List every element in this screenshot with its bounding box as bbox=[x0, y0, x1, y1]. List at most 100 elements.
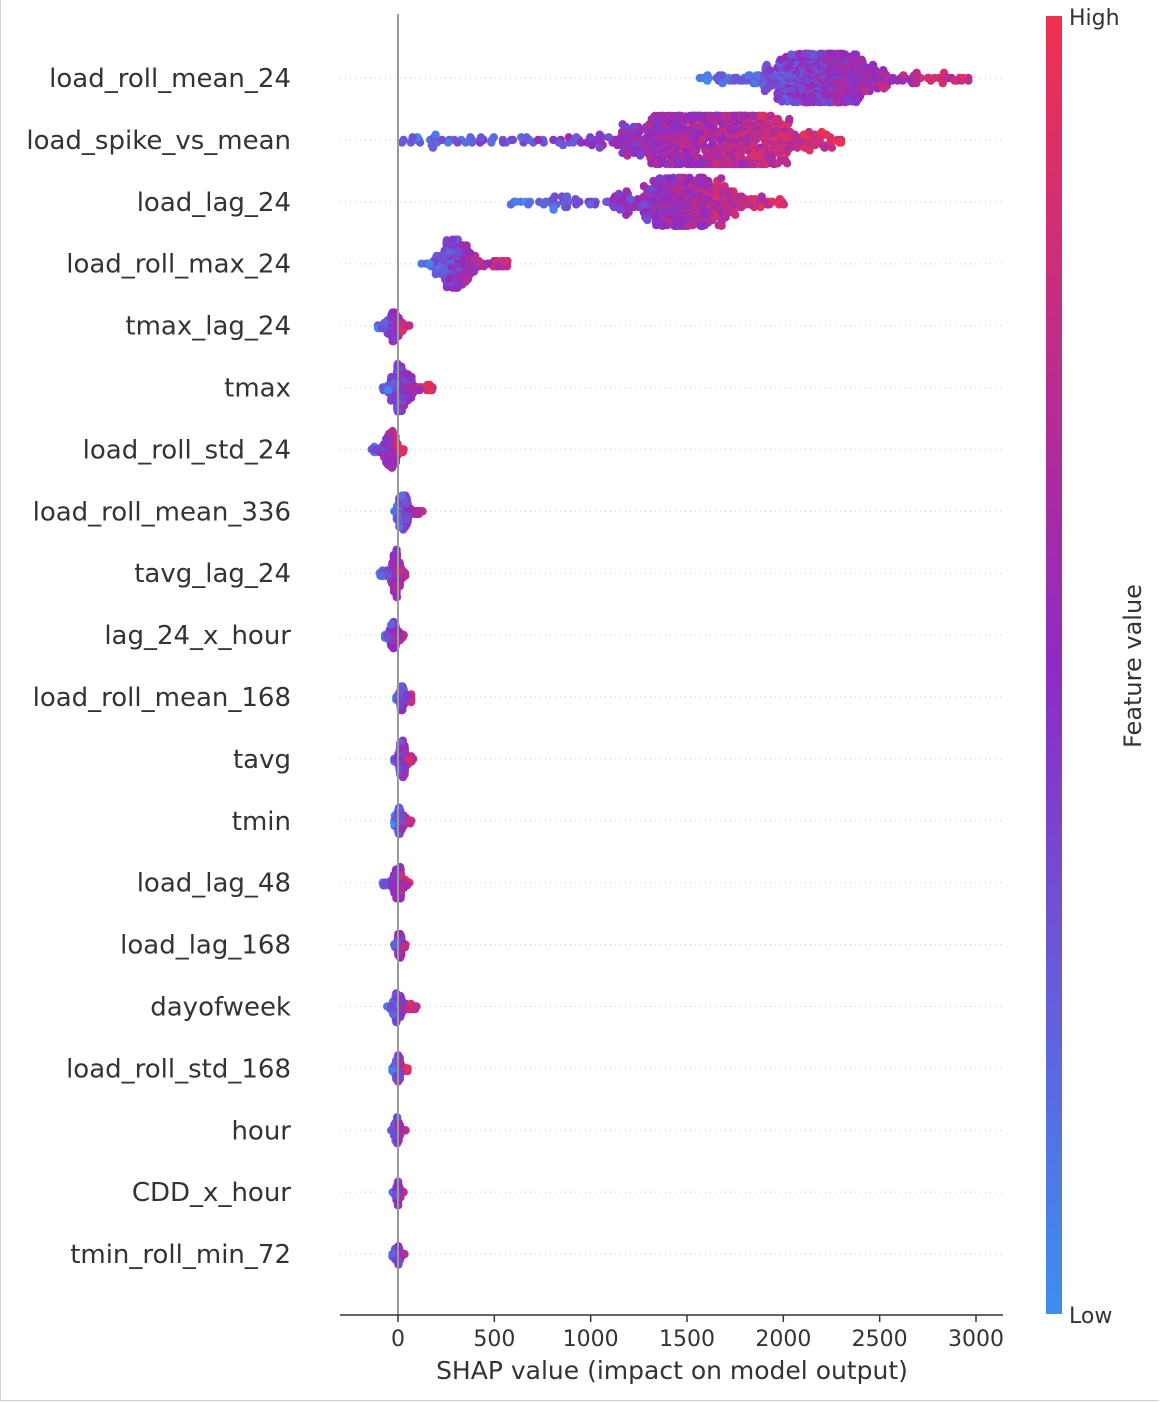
shap-point bbox=[380, 440, 390, 449]
shap-point bbox=[401, 499, 411, 508]
shap-point bbox=[395, 522, 404, 532]
shap-point bbox=[389, 453, 399, 462]
shap-point bbox=[571, 195, 580, 204]
shap-point bbox=[810, 130, 820, 139]
shap-point bbox=[746, 195, 756, 204]
shap-point bbox=[799, 130, 808, 139]
shap-point bbox=[539, 200, 548, 209]
shap-point bbox=[695, 73, 705, 83]
shap-point bbox=[649, 176, 658, 186]
shap-point bbox=[693, 111, 703, 121]
shap-point bbox=[499, 138, 508, 147]
shap-point bbox=[836, 138, 846, 147]
shap-point bbox=[964, 76, 973, 85]
shap-point bbox=[817, 127, 826, 137]
shap-point bbox=[801, 97, 810, 107]
shap-point bbox=[400, 765, 409, 774]
shap-point bbox=[756, 159, 765, 169]
shap-point bbox=[686, 159, 696, 169]
shap-point bbox=[777, 97, 787, 106]
shap-point bbox=[454, 272, 463, 281]
shap-point bbox=[404, 754, 413, 764]
shap-point bbox=[786, 127, 795, 137]
shap-point bbox=[643, 215, 652, 225]
shap-point bbox=[392, 514, 401, 524]
shap-point bbox=[398, 997, 407, 1006]
shap-point bbox=[408, 133, 417, 142]
shap-point bbox=[720, 182, 729, 191]
shap-point bbox=[923, 73, 932, 83]
shap-point bbox=[522, 133, 531, 142]
shap-point bbox=[772, 79, 781, 88]
shap-point bbox=[694, 159, 703, 169]
shap-point bbox=[413, 507, 423, 516]
shap-point bbox=[861, 86, 870, 96]
shap-point bbox=[758, 111, 767, 121]
shap-point bbox=[674, 159, 684, 169]
shap-point bbox=[782, 159, 792, 168]
shap-point bbox=[395, 950, 404, 960]
shap-point bbox=[386, 313, 396, 322]
shap-point bbox=[827, 143, 837, 152]
shap-point bbox=[740, 111, 749, 121]
shap-point bbox=[614, 189, 623, 199]
shap-point bbox=[665, 174, 674, 183]
shap-point bbox=[383, 630, 392, 640]
shap-point bbox=[604, 133, 613, 142]
shap-point bbox=[489, 133, 498, 142]
shap-point bbox=[398, 685, 407, 694]
shap-point bbox=[912, 68, 921, 78]
shap-point bbox=[805, 146, 814, 155]
shap-point bbox=[448, 235, 457, 244]
shap-point bbox=[619, 195, 629, 204]
shap-point bbox=[725, 187, 735, 196]
shap-point bbox=[428, 143, 438, 152]
shap-point bbox=[622, 187, 631, 196]
shap-point bbox=[930, 73, 939, 83]
shap-point bbox=[390, 334, 399, 343]
shap-point bbox=[731, 159, 740, 169]
shap-point bbox=[423, 380, 432, 390]
shap-point bbox=[744, 159, 753, 169]
shap-point bbox=[718, 79, 727, 88]
shap-point bbox=[738, 76, 747, 85]
shap-point bbox=[436, 251, 446, 261]
shap-point bbox=[651, 111, 660, 121]
shap-point bbox=[807, 49, 817, 59]
shap-point bbox=[694, 173, 704, 182]
shap-point bbox=[402, 514, 411, 524]
shap-point bbox=[616, 133, 626, 142]
shap-point bbox=[765, 66, 775, 75]
shap-point bbox=[877, 81, 886, 91]
shap-point bbox=[550, 192, 559, 201]
shap-point bbox=[773, 159, 782, 168]
shap-point bbox=[697, 221, 706, 230]
shap-point bbox=[585, 200, 595, 209]
shap-point bbox=[702, 176, 711, 186]
shap-point bbox=[651, 159, 661, 169]
shap-point bbox=[380, 318, 389, 328]
shap-point bbox=[400, 943, 409, 952]
shap-point bbox=[626, 195, 635, 204]
shap-point bbox=[710, 111, 720, 121]
shap-point bbox=[397, 491, 407, 500]
shap-point bbox=[613, 140, 622, 150]
shap-point bbox=[787, 50, 796, 59]
shap-point bbox=[950, 76, 959, 85]
shap-point bbox=[398, 326, 407, 335]
shap-point bbox=[461, 277, 470, 287]
shap-point bbox=[639, 182, 649, 191]
shap-point bbox=[618, 120, 627, 129]
shap-point bbox=[383, 458, 392, 467]
shap-point bbox=[562, 202, 572, 212]
shap-point bbox=[437, 135, 447, 145]
shap-point bbox=[549, 205, 558, 214]
shap-point bbox=[717, 174, 726, 183]
shap-point bbox=[667, 111, 676, 121]
shap-point bbox=[760, 86, 770, 96]
shap-point bbox=[524, 200, 533, 209]
shap-point bbox=[736, 159, 746, 169]
shap-point bbox=[658, 221, 667, 230]
shap-point bbox=[711, 159, 720, 169]
